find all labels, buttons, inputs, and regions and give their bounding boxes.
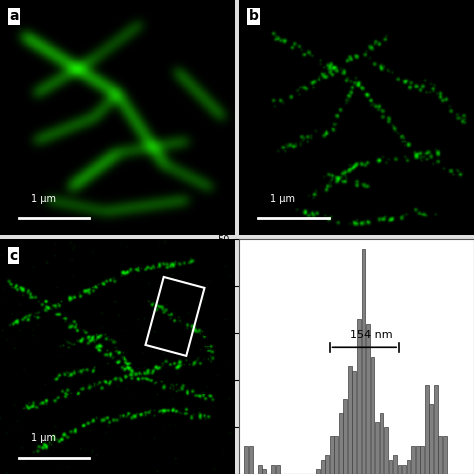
Bar: [420, 446, 424, 474]
Text: b: b: [249, 9, 259, 23]
Bar: [393, 455, 397, 474]
Text: 1 μm: 1 μm: [30, 194, 55, 204]
Bar: [438, 437, 442, 474]
Bar: [384, 427, 388, 474]
Text: 1 μm: 1 μm: [30, 434, 55, 444]
Bar: [348, 366, 352, 474]
Bar: [398, 465, 401, 474]
Bar: [321, 460, 325, 474]
Bar: [429, 403, 433, 474]
Bar: [335, 437, 338, 474]
Bar: [425, 385, 428, 474]
Bar: [407, 460, 410, 474]
Bar: [326, 455, 329, 474]
Bar: [339, 413, 343, 474]
Bar: [402, 465, 406, 474]
Bar: [317, 469, 320, 474]
Bar: [371, 356, 374, 474]
Bar: [411, 446, 415, 474]
Text: c: c: [9, 249, 18, 263]
Bar: [353, 371, 356, 474]
Text: a: a: [9, 9, 19, 23]
Bar: [375, 422, 379, 474]
Bar: [434, 385, 438, 474]
Bar: [258, 465, 262, 474]
Text: 1 μm: 1 μm: [270, 194, 295, 204]
Bar: [389, 460, 392, 474]
Bar: [357, 319, 361, 474]
Bar: [380, 413, 383, 474]
Bar: [244, 446, 248, 474]
Y-axis label: Localizations: Localizations: [202, 321, 212, 392]
Bar: [262, 469, 266, 474]
Bar: [330, 437, 334, 474]
Bar: [416, 446, 419, 474]
Bar: [366, 324, 370, 474]
Bar: [146, 277, 204, 356]
Bar: [362, 249, 365, 474]
Bar: [276, 465, 280, 474]
Bar: [249, 446, 253, 474]
Bar: [443, 437, 447, 474]
Bar: [344, 399, 347, 474]
Text: 154 nm: 154 nm: [350, 330, 392, 340]
Bar: [271, 465, 275, 474]
